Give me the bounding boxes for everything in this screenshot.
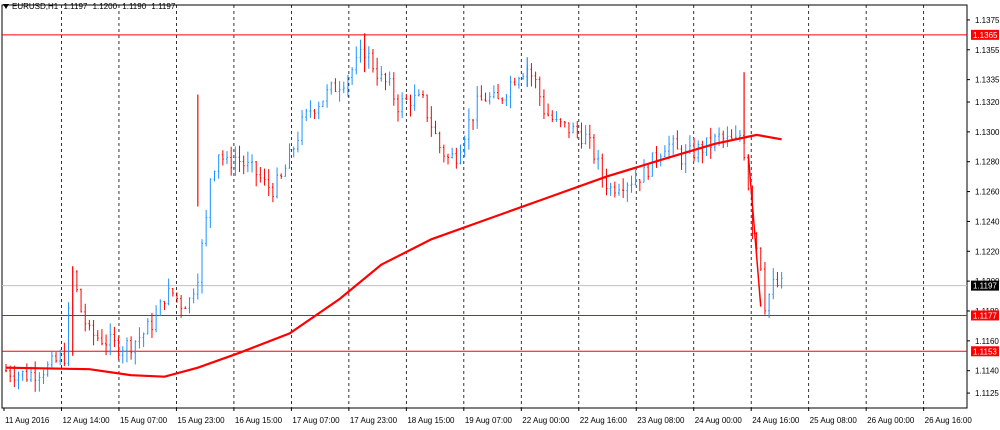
y-tick-label: 1.1355 [975, 46, 1000, 55]
chart-header: EURUSD,H1 1.1197 1.1200 1.1190 1.1197 [3, 2, 178, 11]
y-tick-label: 1.1280 [975, 158, 1000, 167]
y-tick-label: 1.1300 [975, 128, 1000, 137]
x-tick-label: 23 Aug 08:00 [637, 416, 685, 425]
level-price-label: 1.1365 [973, 31, 998, 40]
x-tick-label: 24 Aug 00:00 [695, 416, 743, 425]
y-tick-label: 1.1335 [975, 76, 1000, 85]
ohlc-high: 1.1200 [92, 2, 118, 11]
plot-frame [1, 4, 968, 409]
drop-wick [747, 154, 762, 307]
x-tick-label: 19 Aug 07:00 [465, 416, 513, 425]
x-tick-label: 17 Aug 07:00 [292, 416, 340, 425]
level-price-label-bg [971, 29, 999, 40]
current-price-label-bg [971, 280, 999, 291]
x-tick-label: 26 Aug 00:00 [867, 416, 915, 425]
level-price-label-bg [971, 310, 999, 321]
x-tick-label: 11 Aug 2016 [5, 416, 50, 425]
level-price-label-bg [971, 346, 999, 357]
x-tick-label: 26 Aug 16:00 [925, 416, 973, 425]
y-tick-label: 1.1375 [975, 16, 1000, 25]
level-price-label: 1.1177 [973, 311, 997, 320]
current-price-label: 1.1197 [973, 282, 997, 291]
ohlc-low: 1.1190 [122, 2, 147, 11]
x-tick-label: 22 Aug 16:00 [580, 416, 628, 425]
x-tick-label: 17 Aug 23:00 [350, 416, 398, 425]
x-tick-label: 15 Aug 07:00 [120, 416, 168, 425]
x-tick-label: 18 Aug 15:00 [407, 416, 455, 425]
symbol-label: EURUSD,H1 [12, 2, 59, 11]
x-tick-label: 16 Aug 15:00 [235, 416, 283, 425]
level-price-label: 1.1153 [973, 347, 997, 356]
y-tick-label: 1.1125 [975, 389, 999, 398]
x-tick-label: 24 Aug 16:00 [752, 416, 800, 425]
candles [5, 33, 783, 392]
y-tick-label: 1.1220 [975, 247, 1000, 256]
x-tick-label: 22 Aug 00:00 [522, 416, 570, 425]
y-tick-label: 1.1260 [975, 188, 1000, 197]
y-tick-label: 1.1160 [975, 337, 999, 346]
y-tick-label: 1.1320 [975, 98, 1000, 107]
chart-menu-triangle-icon[interactable] [3, 4, 9, 10]
moving-average-line [5, 133, 782, 378]
x-tick-label: 12 Aug 14:00 [62, 416, 110, 425]
x-tick-label: 15 Aug 23:00 [177, 416, 225, 425]
y-tick-label: 1.1240 [975, 217, 1000, 226]
x-tick-label: 25 Aug 08:00 [810, 416, 858, 425]
ohlc-open: 1.1197 [63, 2, 88, 11]
y-tick-label: 1.1140 [975, 367, 999, 376]
ohlc-close: 1.1197 [151, 2, 176, 11]
